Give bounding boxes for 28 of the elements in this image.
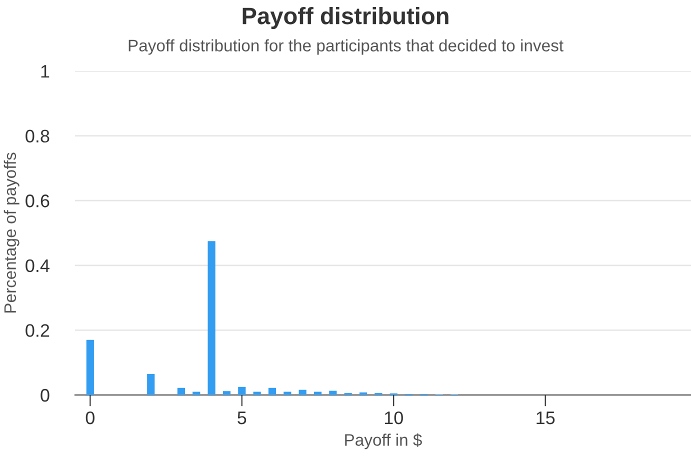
y-tick-label: 0.4 xyxy=(26,259,50,272)
y-axis-title: Percentage of payoffs xyxy=(4,152,20,313)
bar xyxy=(238,386,246,395)
bar xyxy=(253,392,261,395)
bar xyxy=(177,388,185,395)
x-axis-title: Payoff in $ xyxy=(345,433,422,450)
bar xyxy=(359,392,368,395)
x-tick-label: 0 xyxy=(86,411,94,424)
chart-subtitle: Payoff distribution for the participants that decided to invest xyxy=(128,39,564,55)
x-tick-label: 15 xyxy=(536,412,555,424)
y-tick-label: 0.6 xyxy=(26,194,50,208)
bar xyxy=(329,390,337,395)
y-tick-label: 1 xyxy=(41,65,50,78)
y-tick-label: 0 xyxy=(40,388,50,402)
x-tick-label: 5 xyxy=(238,412,246,424)
bar xyxy=(208,241,216,395)
bar xyxy=(314,392,322,395)
bar xyxy=(298,390,306,395)
bar xyxy=(147,374,155,395)
y-tick-label: 0.8 xyxy=(26,130,50,143)
bar xyxy=(284,392,292,395)
bar xyxy=(86,340,94,395)
bar xyxy=(268,388,276,395)
bar xyxy=(192,392,200,395)
bar xyxy=(222,391,231,395)
x-tick-label: 10 xyxy=(384,411,403,424)
chart-title: Payoff distribution xyxy=(242,6,448,30)
y-tick-label: 0.2 xyxy=(26,324,50,337)
